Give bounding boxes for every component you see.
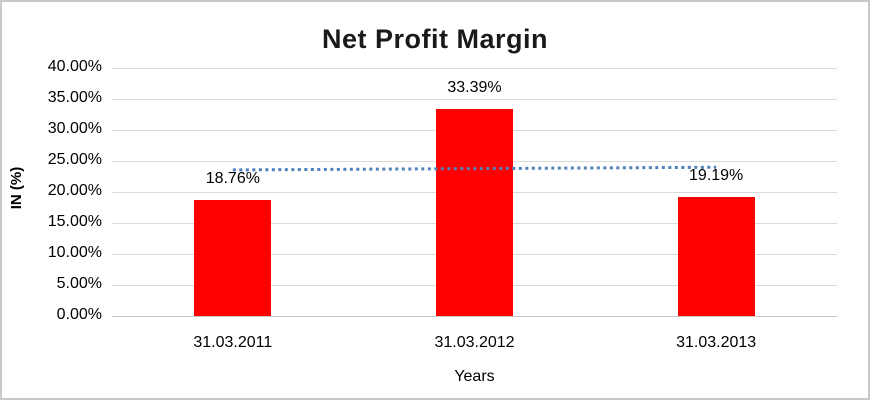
bar-31.03.2011: [194, 199, 272, 316]
bar-31.03.2012: [436, 108, 513, 316]
gridline: [112, 99, 837, 100]
plot-area: [112, 68, 837, 317]
y-tick-label: 40.00%: [47, 58, 102, 75]
data-label: 33.39%: [447, 78, 502, 96]
y-tick-label: 0.00%: [56, 306, 102, 323]
y-tick-label: 20.00%: [47, 182, 102, 199]
data-label: 18.76%: [205, 169, 260, 187]
x-tick-label: 31.03.2012: [434, 334, 515, 351]
y-tick-label: 10.00%: [47, 244, 102, 261]
y-tick-label: 15.00%: [47, 213, 102, 230]
gridline: [112, 68, 837, 69]
bar-31.03.2013: [677, 197, 755, 316]
y-tick-label: 5.00%: [56, 275, 102, 292]
x-tick-label: 31.03.2013: [676, 334, 757, 351]
y-tick-label: 35.00%: [47, 89, 102, 106]
x-axis-title: Years: [454, 368, 495, 385]
x-tick-label: 31.03.2011: [193, 334, 273, 351]
chart-title: Net Profit Margin: [321, 24, 548, 54]
y-tick-label: 30.00%: [47, 120, 102, 137]
data-label: 19.19%: [689, 167, 744, 185]
y-tick-label: 25.00%: [47, 151, 102, 168]
gridline: [112, 316, 837, 317]
